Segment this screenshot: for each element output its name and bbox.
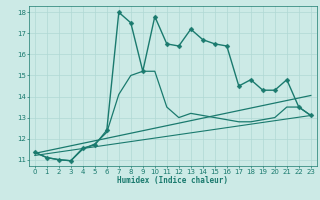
X-axis label: Humidex (Indice chaleur): Humidex (Indice chaleur) [117,176,228,185]
